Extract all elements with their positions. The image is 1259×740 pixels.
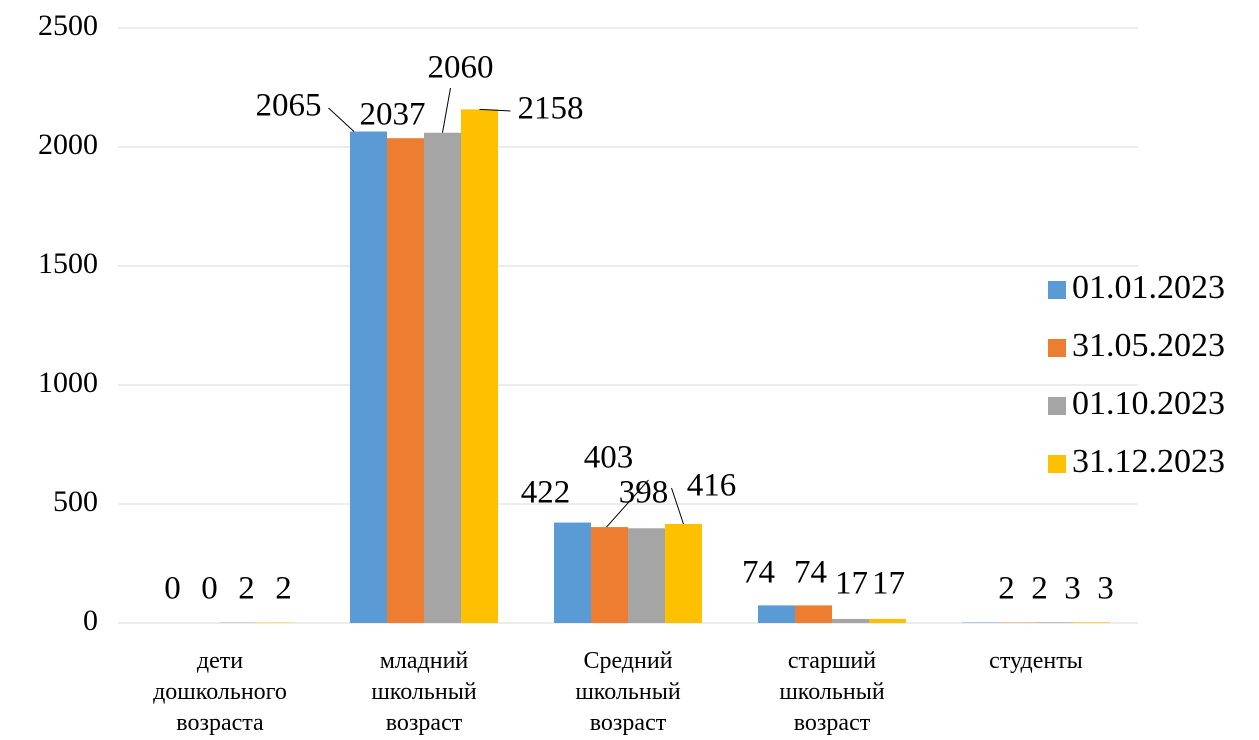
bar	[665, 523, 702, 623]
data-label: 2065	[256, 88, 322, 124]
data-label: 422	[521, 475, 571, 511]
bar	[628, 528, 665, 623]
bar	[832, 618, 869, 623]
data-label: 74	[742, 555, 775, 591]
x-tick-label: дети дошкольного возраста	[153, 648, 287, 736]
data-label: 2	[238, 571, 255, 607]
data-label: 74	[794, 555, 827, 591]
leader-line	[671, 487, 684, 525]
x-tick-label: Средний школьный возраст	[575, 648, 680, 736]
y-tick-label: 2000	[38, 128, 98, 161]
x-tick-label: младний школьный возраст	[371, 648, 476, 736]
bar	[1073, 622, 1110, 623]
legend-label: 01.10.2023	[1072, 385, 1225, 422]
legend-swatch	[1048, 339, 1066, 357]
bar	[461, 109, 498, 624]
bar	[554, 522, 591, 623]
bar	[1036, 622, 1073, 623]
data-label: 2	[998, 571, 1015, 607]
data-label: 403	[584, 440, 634, 476]
legend-swatch	[1048, 397, 1066, 415]
data-label: 2037	[360, 97, 426, 133]
leader-line	[479, 108, 511, 112]
legend-swatch	[1048, 455, 1066, 473]
y-tick-label: 0	[83, 604, 98, 637]
legend-label: 01.01.2023	[1072, 269, 1225, 306]
data-label: 3	[1097, 571, 1114, 607]
data-label: 2	[1031, 571, 1048, 607]
legend-label: 31.05.2023	[1072, 327, 1225, 364]
bar	[591, 527, 628, 623]
legend-swatch	[1048, 281, 1066, 299]
data-label: 3	[1064, 571, 1081, 607]
bar	[869, 618, 906, 623]
legend-label: 31.12.2023	[1072, 443, 1225, 480]
y-tick-label: 2500	[38, 9, 98, 42]
bar	[795, 605, 832, 623]
data-label: 416	[687, 468, 737, 504]
data-label: 0	[164, 571, 181, 607]
bar	[387, 138, 424, 623]
leader-line	[606, 479, 649, 528]
bar	[350, 131, 387, 623]
data-label: 17	[872, 566, 905, 602]
data-label: 2158	[518, 91, 584, 127]
leader-line	[328, 107, 355, 132]
x-tick-label: старший школьный возраст	[779, 648, 884, 736]
data-label: 0	[201, 571, 218, 607]
data-label: 398	[619, 475, 669, 511]
y-tick-label: 500	[53, 485, 98, 518]
y-tick-label: 1500	[38, 247, 98, 280]
x-tick-label: студенты	[989, 648, 1083, 674]
leader-line	[442, 87, 451, 133]
bar	[424, 132, 461, 623]
bar	[758, 605, 795, 623]
data-label: 17	[835, 566, 868, 602]
y-tick-label: 1000	[38, 366, 98, 399]
data-label: 2060	[428, 50, 494, 86]
data-label: 2	[275, 571, 292, 607]
